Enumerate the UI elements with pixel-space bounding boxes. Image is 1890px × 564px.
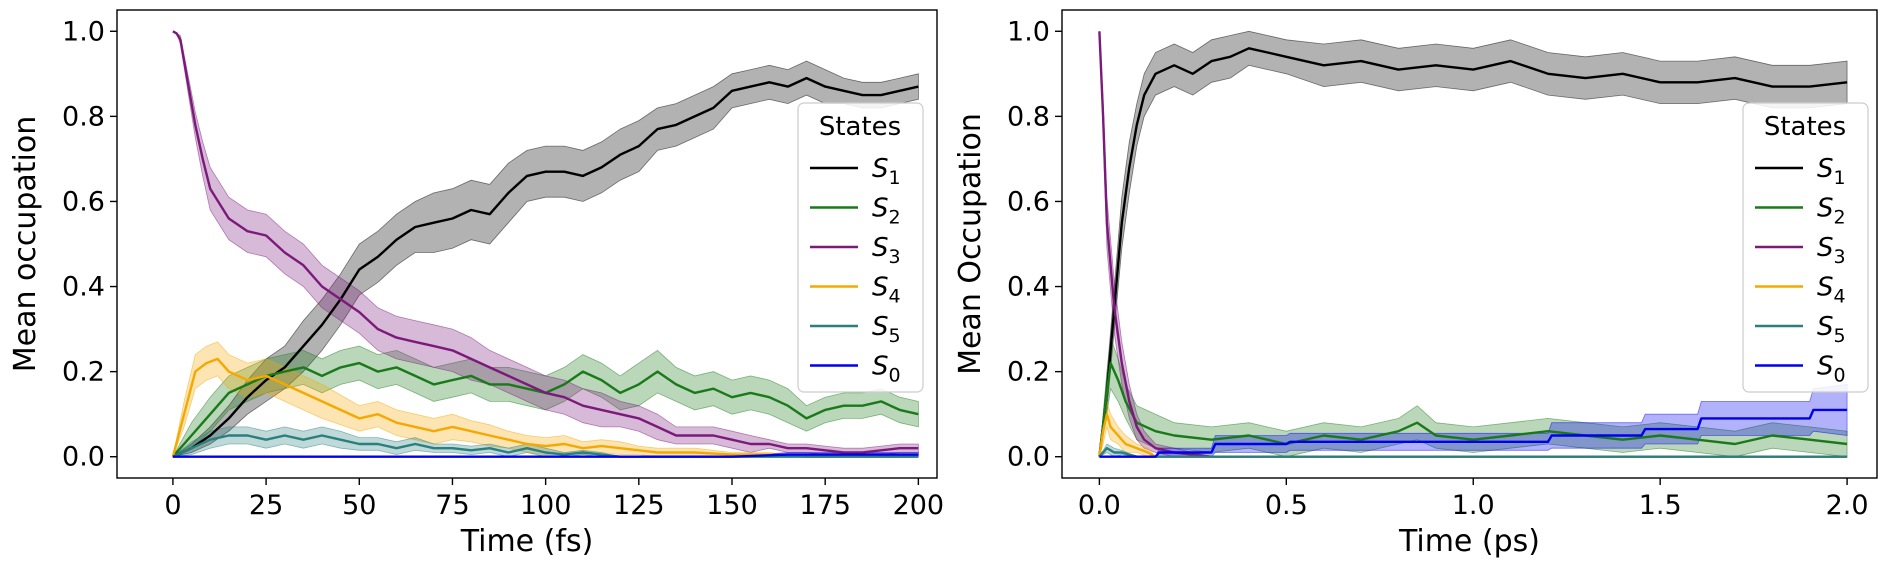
x-tick-label: 0 [164, 490, 181, 521]
x-axis-label: Time (ps) [1398, 524, 1540, 559]
legend-label-s3: S3 [1817, 233, 1846, 268]
legend-title: States [819, 112, 901, 142]
y-tick-label: 0.6 [1007, 186, 1050, 217]
x-tick-label: 50 [342, 490, 376, 521]
legend-label-s5: S5 [872, 312, 901, 347]
legend-label-s5: S5 [1817, 312, 1846, 347]
y-tick-label: 0.0 [1007, 442, 1050, 473]
legend-label-s1: S1 [1817, 154, 1846, 189]
y-tick-label: 0.8 [62, 101, 105, 132]
x-tick-label: 125 [613, 490, 665, 521]
legend-box [1742, 102, 1869, 393]
series-s5-band [171, 426, 919, 458]
series-s1-line [1098, 47, 1848, 457]
series-s5-band [1098, 443, 1848, 458]
x-tick-label: 1.5 [1639, 490, 1682, 521]
legend-label-s0: S0 [872, 352, 901, 387]
y-axis-label: Mean Occupation [953, 113, 988, 375]
y-axis-label: Mean occupation [8, 116, 43, 373]
series-s1-band [172, 60, 919, 458]
y-tick-label: 0.6 [62, 186, 105, 217]
legend: States S1 S2 S3 S4 S5 S0 [1742, 102, 1869, 393]
legend: States S1 S2 S3 S4 S5 S0 [797, 102, 924, 393]
x-tick-label: 75 [435, 490, 469, 521]
series-s0-line [172, 453, 919, 458]
x-tick-label: 0.5 [1265, 490, 1308, 521]
y-tick-label: 0.0 [62, 442, 105, 473]
plot-frame [1061, 9, 1878, 479]
y-tick-label: 0.2 [62, 357, 105, 388]
series-s1-band [1099, 30, 1848, 457]
x-tick-label: 100 [520, 490, 572, 521]
legend-label-s1: S1 [872, 154, 901, 189]
y-tick-label: 0.8 [1007, 101, 1050, 132]
series-s1-line [172, 76, 919, 458]
series-s2-line [1098, 361, 1848, 457]
series-s0-line [1099, 408, 1848, 458]
x-tick-label: 200 [893, 490, 945, 521]
x-axis-label: Time (fs) [460, 524, 594, 559]
x-tick-label: 25 [249, 490, 283, 521]
legend-label-s2: S2 [872, 194, 901, 229]
legend-label-s3: S3 [872, 233, 901, 268]
y-tick-label: 1.0 [1007, 16, 1050, 47]
x-tick-label: 0.0 [1078, 490, 1121, 521]
series-s3-band [1099, 31, 1848, 458]
series-s4-band [1099, 401, 1848, 458]
legend-label-s2: S2 [1817, 194, 1846, 229]
plot-frame [116, 9, 938, 479]
y-tick-label: 0.2 [1007, 357, 1050, 388]
series-s4-line [171, 357, 919, 458]
series-s4-band [172, 341, 919, 458]
y-tick-label: 1.0 [62, 16, 105, 47]
x-tick-label: 2.0 [1826, 490, 1869, 521]
y-tick-label: 0.4 [62, 272, 105, 303]
legend-title: States [1764, 112, 1846, 142]
legend-label-s4: S4 [872, 273, 901, 308]
y-tick-label: 0.4 [1007, 272, 1050, 303]
legend-label-s0: S0 [1817, 352, 1846, 387]
x-tick-label: 1.0 [1452, 490, 1495, 521]
legend-label-s4: S4 [1817, 273, 1846, 308]
x-tick-label: 175 [799, 490, 851, 521]
chart-left: 0 25 50 75 100 125 150 175 200 0.0 0.2 0.4 0.6 0.8 1.0… [8, 9, 945, 559]
legend-box [797, 102, 924, 393]
x-tick-label: 150 [706, 490, 758, 521]
series-s3-line [172, 30, 919, 454]
